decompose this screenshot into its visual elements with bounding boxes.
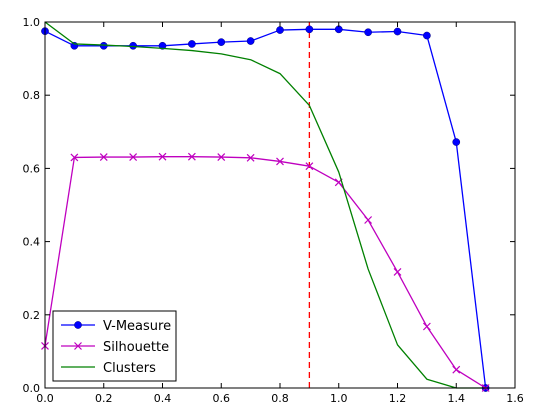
series-line-clusters: [44, 21, 486, 389]
data-point: [188, 40, 196, 48]
data-point: [422, 322, 431, 331]
legend-label: Silhouette: [103, 340, 169, 355]
data-point: [187, 152, 196, 161]
data-point: [70, 153, 79, 162]
legend-label: Clusters: [103, 361, 156, 376]
data-point: [393, 27, 402, 36]
y-tick-label: 1.0: [23, 16, 41, 29]
data-point: [246, 153, 255, 162]
x-tick-label: 1.0: [330, 392, 348, 405]
y-axis-ticks: 0.0 0.2 0.4 0.6 0.8 1.0: [23, 16, 515, 395]
series-line-silhouette: [44, 156, 486, 389]
data-point: [423, 31, 431, 40]
legend-swatch-marker: [74, 321, 82, 329]
series-group: [41, 21, 490, 392]
data-point: [217, 38, 226, 46]
x-tick-label: 0.2: [95, 392, 113, 405]
data-point: [393, 268, 402, 276]
x-tick-label: 1.4: [448, 392, 466, 405]
data-point: [364, 216, 373, 224]
x-tick-label: 1.6: [506, 392, 524, 405]
y-tick-label: 0.0: [23, 382, 41, 395]
data-point: [305, 162, 314, 171]
y-tick-label: 0.2: [23, 309, 41, 322]
x-axis-ticks: 0.0 0.2 0.4 0.6 0.8 1.0 1.2 1.4 1.6: [36, 22, 524, 405]
data-point: [276, 157, 284, 166]
data-point: [276, 26, 284, 34]
legend-label: V-Measure: [103, 319, 171, 334]
data-point: [129, 153, 138, 161]
y-tick-label: 0.8: [23, 89, 41, 102]
data-point: [305, 25, 314, 34]
legend: V-Measure Silhouette Clusters: [52, 310, 177, 382]
y-tick-label: 0.6: [23, 162, 41, 175]
y-tick-label: 0.4: [23, 236, 41, 249]
x-tick-label: 0.0: [36, 392, 54, 405]
data-point: [99, 153, 108, 161]
data-point: [246, 37, 255, 45]
x-tick-label: 0.6: [213, 392, 231, 405]
data-point: [364, 28, 372, 37]
data-point: [452, 365, 461, 374]
x-tick-label: 0.4: [154, 392, 172, 405]
legend-swatch-marker: [74, 342, 82, 350]
data-point: [158, 152, 167, 161]
x-tick-label: 1.2: [389, 392, 407, 405]
data-point: [217, 153, 226, 161]
x-tick-label: 0.8: [271, 392, 289, 405]
data-point: [452, 138, 461, 146]
